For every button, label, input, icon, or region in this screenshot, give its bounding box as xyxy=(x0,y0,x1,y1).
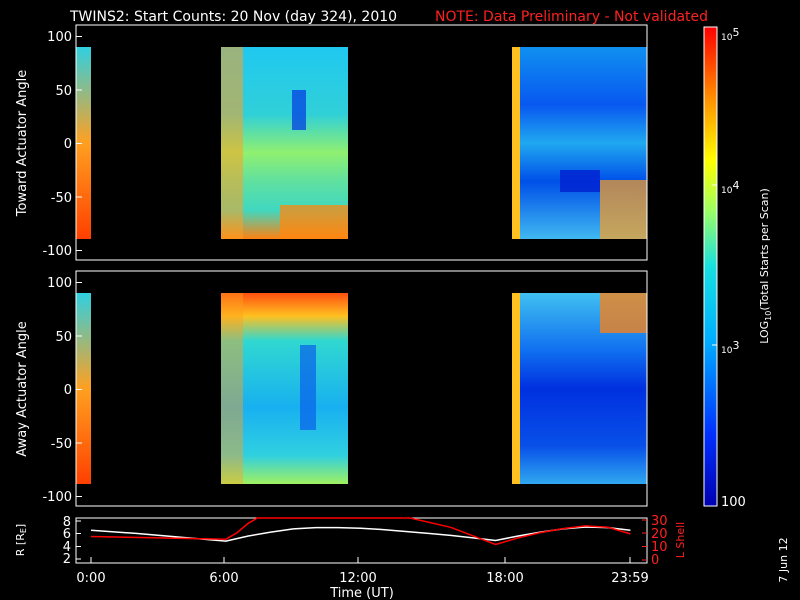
orbit-left-ticks: 8 6 4 2 xyxy=(63,515,81,567)
bottom-y-tick-label-5: -100 xyxy=(42,490,72,505)
x-axis-label: Time (UT) xyxy=(329,586,394,600)
bottom-heatmap-block-2 xyxy=(221,293,348,484)
orbit-left-tick-label-1: 8 xyxy=(63,515,71,530)
orbit-left-tick-label-2: 6 xyxy=(63,527,71,542)
orbit-x-tick-label-4: 18:00 xyxy=(486,571,523,586)
bottom-plot-frame xyxy=(75,270,648,507)
colorbar-ticks: 105 104 103 100 xyxy=(712,26,746,510)
top-y-tick-label-5: -100 xyxy=(42,244,72,259)
colorbar-tick-label-3: 103 xyxy=(721,339,739,356)
bottom-heatmap xyxy=(76,293,647,484)
orbit-x-tick-label-1: 0:00 xyxy=(76,571,105,586)
colorbar-tick-label-1-base: 10 xyxy=(721,33,733,43)
colorbar-tick-label-4-base: 100 xyxy=(721,495,746,510)
date-stamp: 7 Jun 12 xyxy=(777,537,790,582)
orbit-x-ticks: 0:00 6:00 12:00 18:00 23:59 xyxy=(76,557,649,586)
top-heatmap-band-1 xyxy=(221,47,243,239)
top-y-tick-label-1: 100 xyxy=(47,30,72,45)
chart-title: TWINS2: Start Counts: 20 Nov (day 324), … xyxy=(69,9,397,25)
top-y-tick-label-3: 0 xyxy=(64,137,72,152)
orbit-right-tick-label-4: 0 xyxy=(651,553,659,568)
bottom-panel: 100 50 0 -50 -100 Away Actuator Angle xyxy=(15,270,648,507)
bottom-heatmap-feature-2 xyxy=(600,293,647,333)
colorbar-tick-label-3-base: 10 xyxy=(721,346,733,356)
colorbar-tick-label-2: 104 xyxy=(721,179,739,196)
top-y-ticks: 100 50 0 -50 -100 xyxy=(42,30,82,259)
top-heatmap-feature-4 xyxy=(600,180,647,239)
colorbar-tick-label-3-exp: 3 xyxy=(732,339,739,352)
bottom-y-axis-label: Away Actuator Angle xyxy=(15,321,30,456)
colorbar-label-base: LOG xyxy=(758,321,771,344)
colorbar-label-sub: 10 xyxy=(764,311,773,321)
orbit-left-axis-label-end: ] xyxy=(14,524,27,528)
colorbar-scale xyxy=(703,26,718,507)
orbit-x-tick-label-2: 6:00 xyxy=(209,571,238,586)
orbit-right-axis-label: L Shell xyxy=(674,522,687,558)
top-heatmap-block-1 xyxy=(76,47,91,239)
bottom-y-ticks: 100 50 0 -50 -100 xyxy=(42,276,82,505)
orbit-left-axis-label-base: R [R xyxy=(14,533,27,556)
orbit-left-tick-label-4: 2 xyxy=(63,552,71,567)
colorbar-label: LOG10(Total Starts per Scan) xyxy=(758,188,773,344)
orbit-right-tick-label-1: 30 xyxy=(651,514,668,529)
orbit-right-ticks: 30 20 10 0 xyxy=(642,514,668,568)
colorbar-tick-label-1-exp: 5 xyxy=(732,26,739,39)
top-y-axis-label: Toward Actuator Angle xyxy=(15,70,30,217)
top-heatmap-feature-2 xyxy=(280,205,348,239)
colorbar: 105 104 103 100 LOG10(Total Starts per S… xyxy=(703,26,773,510)
bottom-y-tick-label-3: 0 xyxy=(64,383,72,398)
bottom-heatmap-band-1 xyxy=(221,293,243,484)
colorbar-tick-label-2-exp: 4 xyxy=(732,179,739,192)
colorbar-tick-label-4: 100 xyxy=(721,495,746,510)
chart-note: NOTE: Data Preliminary - Not validated xyxy=(435,9,708,25)
orbit-x-tick-label-3: 12:00 xyxy=(339,571,376,586)
bottom-y-tick-label-1: 100 xyxy=(47,276,72,291)
colorbar-tick-label-2-base: 10 xyxy=(721,186,733,196)
top-panel: 100 50 0 -50 -100 Toward Actuator Angle xyxy=(15,24,648,261)
top-plot-frame xyxy=(75,24,648,261)
orbit-series-r xyxy=(90,526,631,542)
top-heatmap-feature-3 xyxy=(560,170,600,192)
orbit-right-tick-label-3: 10 xyxy=(651,540,668,555)
colorbar-label-end: (Total Starts per Scan) xyxy=(758,188,771,310)
bottom-heatmap-feature-1 xyxy=(300,345,316,430)
orbit-series-lshell xyxy=(90,517,631,546)
orbit-left-tick-label-3: 4 xyxy=(63,540,71,555)
orbit-left-axis-label: R [RE] xyxy=(14,524,28,556)
orbit-right-tick-label-2: 20 xyxy=(651,527,668,542)
top-y-tick-label-2: 50 xyxy=(55,84,72,99)
colorbar-tick-label-1: 105 xyxy=(721,26,739,43)
top-heatmap-feature-1 xyxy=(292,90,306,130)
orbit-x-tick-label-5: 23:59 xyxy=(611,571,648,586)
bottom-heatmap-block-1 xyxy=(76,293,91,484)
orbit-plot-frame xyxy=(75,517,648,564)
top-heatmap-band-2 xyxy=(512,47,520,239)
top-heatmap xyxy=(76,47,647,239)
orbit-left-axis-label-sub: E xyxy=(19,528,28,533)
bottom-heatmap-band-2 xyxy=(512,293,520,484)
bottom-y-tick-label-2: 50 xyxy=(55,330,72,345)
orbit-panel: 8 6 4 2 30 20 10 0 R [RE] L Shell 0:00 6… xyxy=(14,514,687,600)
top-y-tick-label-4: -50 xyxy=(51,191,72,206)
bottom-y-tick-label-4: -50 xyxy=(51,437,72,452)
